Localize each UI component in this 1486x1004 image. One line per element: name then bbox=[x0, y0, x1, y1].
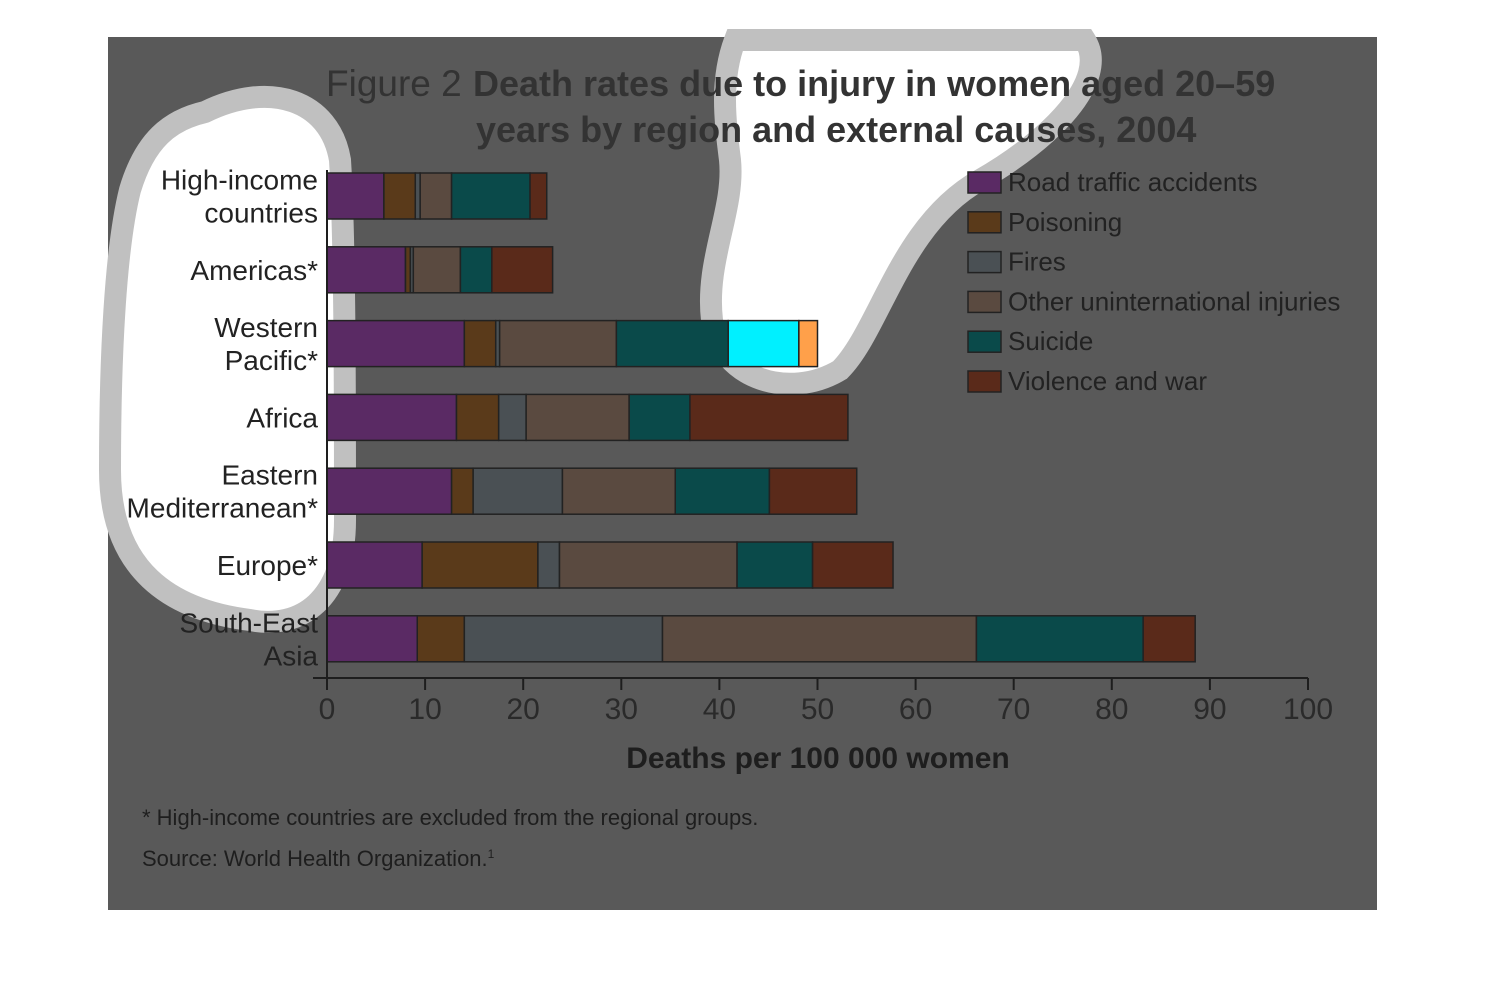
x-tick-label: 100 bbox=[1283, 693, 1333, 726]
bar-segment-western-pacific-suicide-highlighted bbox=[727, 319, 800, 368]
category-label: Eastern bbox=[222, 460, 319, 491]
x-tick-label: 0 bbox=[319, 693, 336, 726]
x-tick-label: 50 bbox=[801, 693, 834, 726]
legend-label-violence-and-war: Violence and war bbox=[1008, 366, 1207, 396]
legend: Road traffic accidents Poisoning Fires Othe… bbox=[967, 167, 1340, 396]
category-label: Europe* bbox=[217, 550, 318, 581]
x-axis: 0 10 20 30 40 50 60 70 80 90 100 bbox=[313, 170, 1333, 726]
category-label-highlight bbox=[98, 85, 357, 633]
legend-label-suicide: Suicide bbox=[1008, 326, 1093, 356]
bar-segment-africa-violence-and-war bbox=[689, 393, 849, 442]
bar-segment-western-pacific-road-traffic-accidents bbox=[326, 319, 466, 368]
bars-group bbox=[326, 172, 1196, 663]
bar-segment-high-income-countries-violence-and-war bbox=[529, 172, 548, 220]
source-note: Source: World Health Organization.1 bbox=[142, 846, 495, 871]
category-label: Africa bbox=[246, 402, 318, 433]
x-axis-label: Deaths per 100 000 women bbox=[626, 742, 1010, 775]
bar-segment-africa-fires bbox=[497, 393, 527, 442]
bar-segment-high-income-countries-road-traffic-accidents bbox=[326, 172, 385, 220]
bar-segment-africa-suicide bbox=[628, 393, 691, 442]
bar-segment-high-income-countries-poisoning bbox=[383, 172, 417, 220]
bar-segment-south-east-asia-poisoning bbox=[416, 615, 466, 663]
legend-label-other-uninternational-injuries: Other uninternational injuries bbox=[1008, 286, 1340, 316]
chart-title-line2: years by region and external causes, 200… bbox=[476, 109, 1196, 150]
bar-segment-south-east-asia-other-uninternational-injuries bbox=[661, 615, 978, 663]
bar-segment-western-pacific-violence-and-war bbox=[798, 319, 819, 368]
legend-label-fires: Fires bbox=[1008, 247, 1066, 277]
bar-segment-western-pacific-poisoning bbox=[463, 319, 497, 368]
bar-segment-eastern-mediterranean-other-uninternational-injuries bbox=[561, 467, 677, 515]
category-label: Pacific* bbox=[225, 345, 318, 376]
bar-segment-europe-poisoning bbox=[421, 541, 539, 589]
chart-title-line1: Death rates due to injury in women aged … bbox=[473, 63, 1275, 104]
legend-swatch-road-traffic-accidents bbox=[967, 171, 1002, 194]
bar-segment-europe-road-traffic-accidents bbox=[326, 541, 423, 589]
x-tick-label: 70 bbox=[997, 693, 1030, 726]
x-tick-label: 80 bbox=[1095, 693, 1128, 726]
bar-segment-europe-fires bbox=[537, 541, 561, 589]
category-label: South-East bbox=[179, 607, 318, 638]
x-tick-label: 90 bbox=[1193, 693, 1226, 726]
legend-swatch-other-uninternational-injuries bbox=[967, 290, 1002, 314]
bar-segment-south-east-asia-violence-and-war bbox=[1142, 615, 1196, 663]
legend-label-poisoning: Poisoning bbox=[1008, 207, 1122, 237]
bar-segment-western-pacific-other-uninternational-injuries bbox=[498, 319, 618, 368]
bar-segment-africa-poisoning bbox=[455, 393, 500, 442]
bar-segment-americas-violence-and-war bbox=[491, 246, 554, 294]
bar-focus-highlight bbox=[700, 29, 1102, 395]
x-tick-label: 60 bbox=[899, 693, 932, 726]
category-label: Asia bbox=[264, 640, 319, 671]
bar-segment-americas-road-traffic-accidents bbox=[326, 246, 407, 294]
category-label: Mediterranean* bbox=[127, 493, 319, 524]
source-superscript: 1 bbox=[488, 847, 495, 861]
category-label: Western bbox=[214, 312, 318, 343]
category-label: Americas* bbox=[190, 255, 318, 286]
bar-segment-americas-other-uninternational-injuries bbox=[412, 246, 462, 294]
bar-segment-europe-violence-and-war bbox=[811, 541, 894, 589]
bar-segment-eastern-mediterranean-suicide bbox=[674, 467, 771, 515]
legend-swatch-fires bbox=[967, 250, 1002, 274]
bar-segment-europe-other-uninternational-injuries bbox=[558, 541, 738, 589]
category-label: countries bbox=[204, 198, 318, 229]
bar-segment-americas-suicide bbox=[459, 246, 493, 294]
chart-title-prefix: Figure 2 bbox=[326, 63, 462, 104]
bar-segment-south-east-asia-fires bbox=[463, 615, 664, 663]
x-tick-label: 40 bbox=[703, 693, 736, 726]
bar-segment-high-income-countries-suicide bbox=[450, 172, 531, 220]
footnote: * High-income countries are excluded fro… bbox=[142, 805, 758, 830]
bar-segment-eastern-mediterranean-road-traffic-accidents bbox=[326, 467, 453, 515]
bar-segment-africa-road-traffic-accidents bbox=[326, 393, 458, 442]
bar-segment-eastern-mediterranean-violence-and-war bbox=[768, 467, 858, 515]
bar-segment-western-pacific-suicide bbox=[615, 319, 729, 368]
bar-segment-high-income-countries-other-uninternational-injuries bbox=[419, 172, 453, 220]
legend-swatch-poisoning bbox=[967, 211, 1002, 234]
bar-segment-eastern-mediterranean-fires bbox=[472, 467, 564, 515]
x-tick-label: 30 bbox=[605, 693, 638, 726]
category-label: High-income bbox=[161, 165, 318, 196]
x-tick-label: 20 bbox=[507, 693, 540, 726]
bar-segment-south-east-asia-road-traffic-accidents bbox=[326, 615, 419, 663]
bar-segment-europe-suicide bbox=[736, 541, 814, 589]
bar-segment-eastern-mediterranean-poisoning bbox=[450, 467, 474, 515]
legend-swatch-suicide bbox=[967, 330, 1002, 353]
legend-label-road-traffic-accidents: Road traffic accidents bbox=[1008, 167, 1258, 197]
x-tick-label: 10 bbox=[408, 693, 441, 726]
legend-swatch-violence-and-war bbox=[967, 370, 1002, 393]
source-text: Source: World Health Organization. bbox=[142, 846, 488, 871]
bar-segment-south-east-asia-suicide bbox=[975, 615, 1144, 663]
bar-segment-africa-other-uninternational-injuries bbox=[525, 393, 630, 442]
